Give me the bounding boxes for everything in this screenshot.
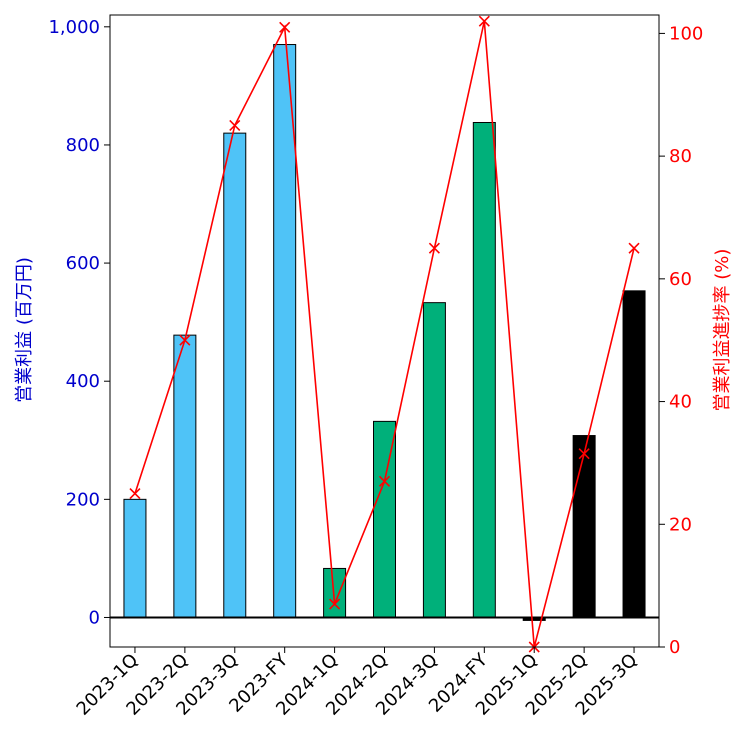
progress-marker-2023-3Q [229,119,241,132]
progress-marker-2024-1Q [329,598,341,610]
progress-line-layer [129,15,640,653]
left-tick-label: 800 [66,135,100,156]
y-axis-right-label: 営業利益進捗率 (%) [712,249,733,412]
progress-marker-2025-3Q [628,242,640,254]
progress-marker-2023-2Q [179,334,191,346]
progress-marker-2023-1Q [129,488,141,500]
bar-2023-2Q [173,334,197,618]
bar-2024-1Q [323,567,347,618]
right-tick-label: 60 [669,269,692,290]
bar-2024-FY [472,121,496,618]
progress-marker-2024-2Q [378,475,391,487]
progress-marker-2024-3Q [428,242,440,254]
right-tick-label: 80 [669,146,692,167]
bar-2025-2Q [572,435,596,618]
bar-2024-2Q [373,420,396,618]
left-tick-label: 0 [89,607,100,628]
left-tick-label: 400 [66,371,100,392]
bar-2025-3Q [622,290,646,618]
bar-2023-1Q [123,498,147,618]
progress-marker-2023-FY [279,21,291,33]
right-tick-label: 40 [669,392,692,413]
right-tick-label: 100 [669,23,703,44]
bar-2023-FY [273,44,297,618]
left-tick-label: 1,000 [48,17,100,38]
progress-marker-2025-2Q [578,448,590,460]
left-tick-label: 200 [66,489,100,510]
left-tick-label: 600 [66,253,100,274]
bar-2024-3Q [422,302,446,618]
right-axis-ticks: 0 20 40 60 80 100 [659,23,703,658]
left-axis-ticks: 0 200 400 600 800 1,000 [48,17,110,628]
y-axis-left-label: 営業利益 (百万円) [14,257,35,403]
right-tick-label: 20 [669,514,692,535]
x-axis-ticks: 2023-1Q2023-2Q2023-3Q2023-FY2024-1Q2024-… [73,647,642,720]
progress-marker-2024-FY [478,15,490,27]
bars-layer [123,44,646,621]
bar-2023-3Q [223,132,247,618]
right-tick-label: 0 [669,637,680,658]
